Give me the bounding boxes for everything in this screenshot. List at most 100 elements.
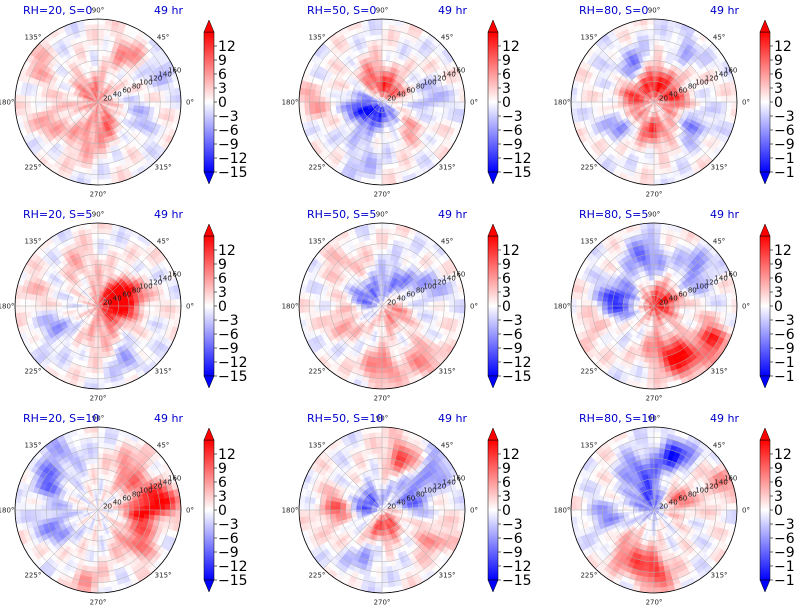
heatmap-cell: [653, 18, 662, 25]
heatmap-cell: [66, 303, 73, 307]
heatmap-cell: [97, 233, 105, 239]
heatmap-cell: [648, 153, 655, 160]
heatmap-cell: [103, 367, 110, 374]
heatmap-cell: [586, 95, 593, 103]
heatmap-cell: [45, 97, 52, 103]
heatmap-cell: [607, 93, 614, 99]
heatmap-cell: [66, 99, 73, 103]
heatmap-cell: [586, 101, 593, 109]
heatmap-cell: [373, 142, 379, 149]
heatmap-cell: [30, 311, 37, 318]
heatmap-cell: [653, 169, 661, 175]
heatmap-cell: [90, 18, 99, 25]
heatmap-cell: [570, 94, 577, 103]
heatmap-cell: [97, 357, 104, 364]
heatmap-cell: [90, 341, 96, 348]
heatmap-cell: [381, 24, 389, 30]
heatmap-cell: [87, 356, 94, 364]
heatmap-cell: [133, 104, 140, 110]
heatmap-cell: [128, 101, 135, 106]
heatmap-cell: [669, 101, 675, 104]
angle-tick-label: 0°: [742, 99, 750, 107]
heatmap-cell: [90, 383, 99, 390]
heatmap-cell: [721, 101, 727, 109]
heatmap-cell: [653, 81, 656, 87]
heatmap-cell: [97, 228, 105, 234]
heatmap-cell: [95, 127, 99, 134]
heatmap-cell: [97, 342, 102, 348]
heatmap-cell: [576, 101, 582, 109]
heatmap-cell: [154, 305, 161, 312]
heatmap-cell: [642, 163, 649, 170]
colorbar-tick-label: −15: [774, 165, 795, 181]
heatmap-cell: [314, 107, 321, 114]
heatmap-cell: [387, 163, 394, 170]
heatmap-cell: [443, 101, 450, 109]
radial-tick-label: 60: [122, 87, 131, 95]
heatmap-cell: [387, 34, 394, 41]
angle-tick-label: 135°: [308, 33, 325, 41]
heatmap-cell: [607, 101, 613, 107]
heatmap-cell: [102, 248, 109, 256]
angle-tick-label: 135°: [24, 33, 41, 41]
heatmap-cell: [642, 34, 649, 41]
heatmap-cell: [91, 24, 99, 30]
polar-grid: [570, 18, 738, 186]
heatmap-cell: [102, 243, 109, 250]
heatmap-cell: [133, 308, 140, 314]
heatmap-cell: [86, 238, 93, 245]
heatmap-cell: [97, 253, 103, 260]
heatmap-cell: [335, 93, 342, 99]
heatmap-cell: [143, 309, 150, 316]
heatmap-cell: [92, 158, 99, 165]
heatmap-cell: [731, 101, 738, 110]
heatmap-cell: [138, 309, 145, 315]
heatmap-cell: [612, 94, 619, 100]
heatmap-cell: [653, 75, 657, 82]
heatmap-cell: [298, 94, 305, 103]
angle-tick-label: 135°: [24, 237, 41, 245]
heatmap-cell: [45, 301, 52, 307]
heatmap-cell: [40, 295, 48, 302]
heatmap-cell: [159, 311, 166, 318]
heatmap-cell: [51, 305, 57, 311]
heatmap-cell: [627, 99, 634, 103]
heatmap-cell: [87, 158, 94, 165]
heatmap-cell: [170, 101, 176, 109]
heatmap-cell: [374, 179, 383, 186]
heatmap-cell: [319, 91, 326, 98]
heatmap-cell: [89, 346, 95, 353]
heatmap-cell: [381, 143, 387, 149]
angle-tick-label: 225°: [308, 164, 325, 172]
colorbar-body: [203, 31, 215, 173]
heatmap-cell: [87, 362, 94, 369]
heatmap-cell: [376, 158, 383, 165]
heatmap-cell: [93, 347, 99, 353]
heatmap-cell: [428, 101, 435, 107]
heatmap-cell: [94, 60, 99, 66]
heatmap-cell: [381, 44, 388, 51]
heatmap-cell: [71, 99, 78, 103]
heatmap-cell: [94, 336, 99, 343]
heatmap-cell: [422, 105, 429, 111]
heatmap-cell: [90, 137, 96, 144]
heatmap-cell: [705, 101, 712, 108]
colorbar-body: [203, 235, 215, 377]
heatmap-cell: [653, 158, 660, 165]
heatmap-cell: [449, 101, 455, 109]
heatmap-cell: [381, 138, 386, 144]
angle-tick-label: 90°: [376, 7, 388, 15]
heatmap-cell: [371, 158, 378, 165]
heatmap-cell: [51, 101, 57, 107]
heatmap-cell: [97, 70, 101, 77]
heatmap-cell: [591, 101, 598, 108]
heatmap-cell: [139, 97, 145, 103]
heatmap-cell: [324, 96, 331, 103]
heatmap-cell: [649, 148, 655, 155]
heatmap-cell: [56, 305, 62, 310]
heatmap-cell: [92, 362, 99, 369]
heatmap-cell: [386, 39, 393, 46]
heatmap-cell: [93, 259, 99, 265]
angle-tick-label: 270°: [90, 191, 107, 199]
heatmap-cell: [602, 92, 609, 99]
